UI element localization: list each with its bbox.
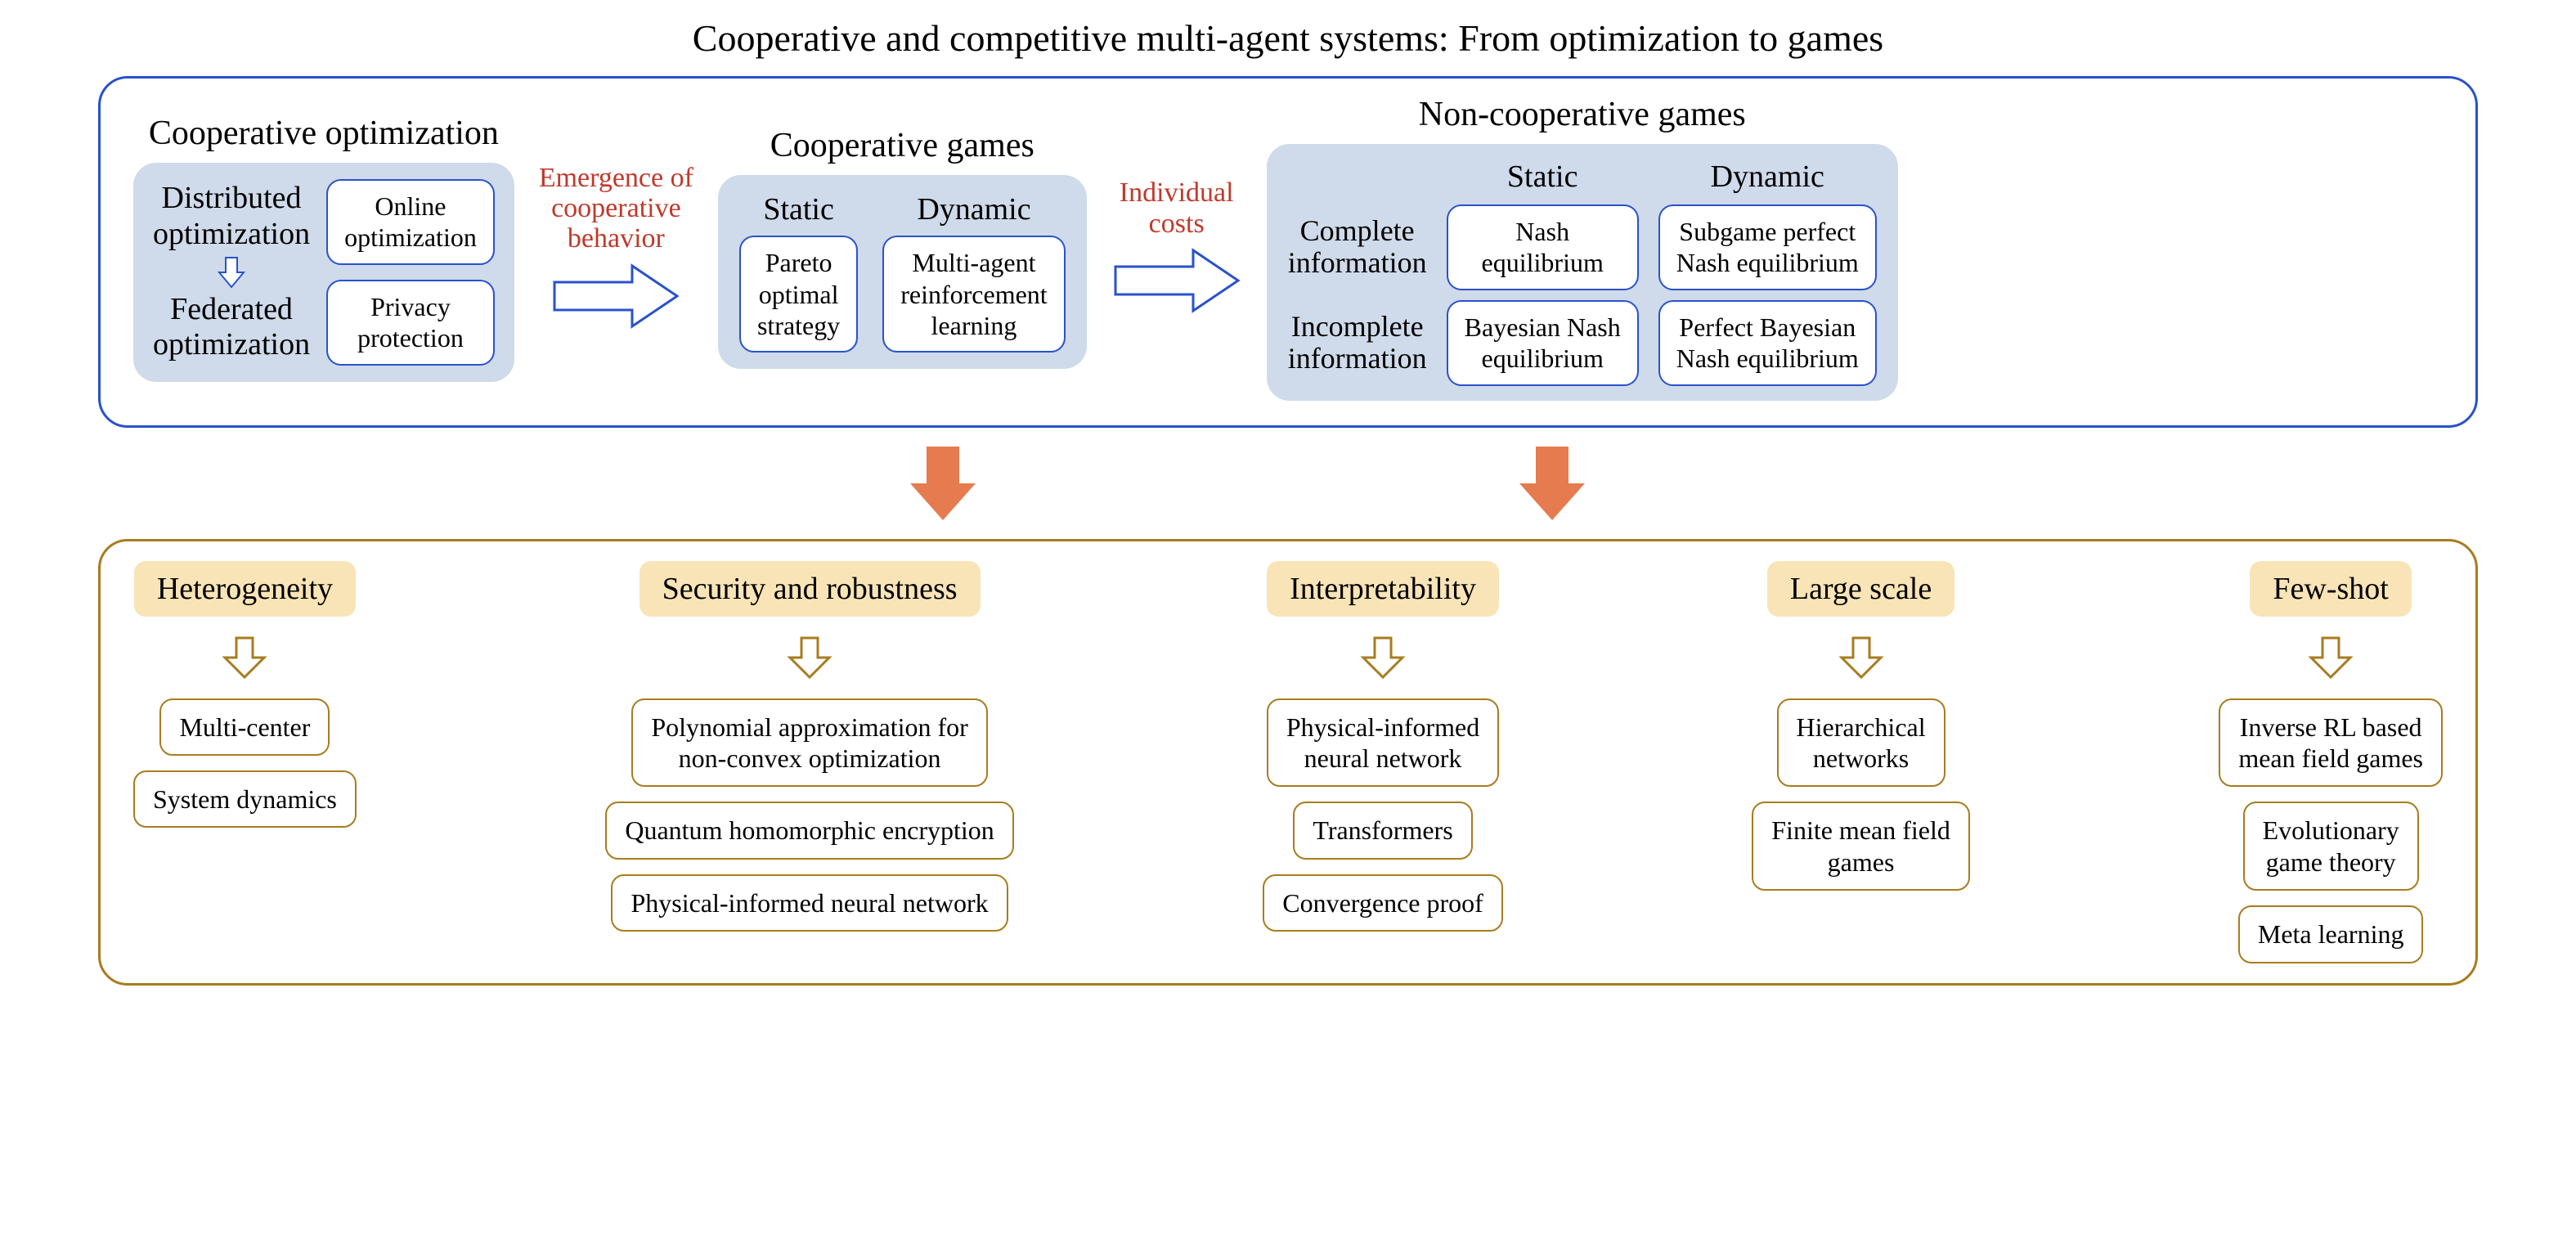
noncoop-grid: Static Dynamic Completeinformation Nashe… (1288, 159, 1877, 386)
static-head-nc: Static (1447, 159, 1639, 195)
ochre-box: Physical-informed neural network (611, 874, 1008, 932)
ochre-box: Meta learning (2238, 905, 2424, 963)
bottom-col-3: Large scale Hierarchicalnetworks Finite me… (1752, 561, 1970, 963)
coop-opt-section: Cooperative optimization Distributedopti… (133, 114, 514, 382)
noncoop-title: Non-cooperative games (1419, 95, 1746, 134)
bayes-box: Bayesian Nashequilibrium (1447, 300, 1639, 386)
bottom-container: Heterogeneity Multi-center System dynamics… (98, 539, 2478, 986)
down-arrow-outline-icon (222, 635, 267, 680)
privacy-box: Privacyprotection (326, 280, 495, 366)
ochre-box: Polynomial approximation fornon-convex o… (631, 698, 988, 788)
noncoop-section: Non-cooperative games Static Dynamic Com… (1267, 95, 1898, 401)
arrow-annot-2: Individualcosts (1111, 177, 1242, 317)
bottom-col-1: Security and robustness Polynomial approx… (605, 561, 1013, 963)
dynamic-head: Dynamic (917, 191, 1030, 227)
yellow-tag: Few-shot (2250, 561, 2411, 617)
down-arrow-outline-icon (1360, 635, 1406, 680)
ochre-box: Quantum homomorphic encryption (605, 802, 1013, 859)
ochre-box: Finite mean fieldgames (1752, 802, 1970, 891)
ochre-box: Multi-center (159, 698, 330, 756)
pareto-box: Paretooptimalstrategy (739, 236, 858, 353)
yellow-tag: Security and robustness (640, 561, 981, 617)
ochre-box: Evolutionarygame theory (2243, 802, 2419, 891)
noncoop-panel: Static Dynamic Completeinformation Nashe… (1267, 144, 1898, 401)
right-arrow-icon (1111, 244, 1242, 317)
federated-label: Federatedoptimization (153, 292, 310, 363)
ochre-box: System dynamics (133, 770, 357, 828)
individual-costs-label: Individualcosts (1120, 177, 1234, 239)
yellow-tag: Heterogeneity (134, 561, 356, 617)
down-arrow-outline-icon (1838, 635, 1884, 680)
complete-info-label: Completeinformation (1288, 215, 1427, 280)
top-container: Cooperative optimization Distributedopti… (98, 76, 2478, 428)
bottom-col-4: Few-shot Inverse RL basedmean field games… (2219, 561, 2443, 963)
emergence-label: Emergence ofcooperativebehavior (539, 163, 693, 254)
right-arrow-icon (550, 259, 681, 333)
orange-down-arrow-icon (906, 442, 980, 524)
coop-opt-left-labels: Distributedoptimization Federatedoptimiz… (153, 181, 310, 363)
online-opt-box: Onlineoptimization (326, 179, 495, 265)
distributed-label: Distributedoptimization (153, 181, 310, 252)
yellow-tag: Interpretability (1267, 561, 1499, 617)
marl-box: Multi-agentreinforcementlearning (882, 236, 1065, 353)
down-arrow-outline-icon (2308, 635, 2354, 680)
coop-opt-panel: Distributedoptimization Federatedoptimiz… (133, 163, 514, 382)
dynamic-head-nc: Dynamic (1658, 159, 1877, 195)
dynamic-col: Dynamic Multi-agentreinforcementlearning (882, 191, 1065, 353)
ochre-box: Inverse RL basedmean field games (2219, 698, 2443, 788)
arrow-annot-1: Emergence ofcooperativebehavior (539, 163, 693, 333)
static-col: Static Paretooptimalstrategy (739, 191, 858, 353)
orange-arrows-row (98, 428, 2478, 539)
nash-box: Nashequilibrium (1447, 204, 1639, 290)
coop-games-section: Cooperative games Static Paretooptimalst… (718, 126, 1087, 369)
orange-down-arrow-icon (1515, 442, 1589, 524)
ochre-box: Hierarchicalnetworks (1777, 698, 1945, 788)
perfect-bayes-box: Perfect BayesianNash equilibrium (1658, 300, 1877, 386)
ochre-box: Convergence proof (1263, 874, 1503, 932)
static-head: Static (763, 191, 834, 227)
coop-opt-right-boxes: Onlineoptimization Privacyprotection (326, 179, 495, 366)
bottom-col-2: Interpretability Physical-informedneural … (1263, 561, 1503, 963)
ochre-box: Transformers (1293, 802, 1472, 859)
ochre-box: Physical-informedneural network (1267, 698, 1499, 788)
incomplete-info-label: Incompleteinformation (1288, 311, 1427, 375)
bottom-col-0: Heterogeneity Multi-center System dynamics (133, 561, 357, 963)
down-arrow-icon (218, 256, 245, 289)
yellow-tag: Large scale (1767, 561, 1954, 617)
coop-opt-title: Cooperative optimization (149, 114, 499, 153)
subgame-box: Subgame perfectNash equilibrium (1658, 204, 1877, 290)
coop-games-panel: Static Paretooptimalstrategy Dynamic Mul… (718, 175, 1087, 369)
down-arrow-outline-icon (787, 635, 832, 680)
coop-games-title: Cooperative games (770, 126, 1034, 165)
main-title: Cooperative and competitive multi-agent … (98, 16, 2478, 60)
